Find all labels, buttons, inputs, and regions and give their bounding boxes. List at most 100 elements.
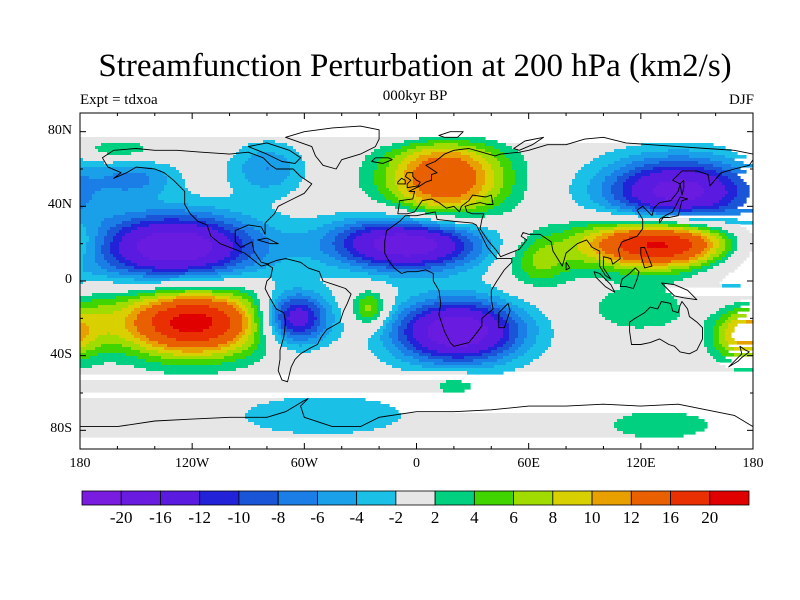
field-cell (218, 335, 237, 339)
field-cell (539, 332, 555, 336)
field-cell (560, 272, 621, 276)
field-cell (488, 329, 504, 333)
field-cell (737, 239, 753, 243)
field-cell (272, 278, 321, 282)
field-cell (149, 224, 198, 228)
field-cell (206, 263, 225, 267)
field-cell (713, 341, 720, 345)
field-cell (80, 338, 84, 342)
field-cell (119, 335, 135, 339)
colorbar-box (395, 490, 436, 506)
coast-japan (659, 196, 689, 224)
field-cell (113, 173, 147, 177)
field-cell (212, 317, 231, 321)
field-cell (137, 242, 213, 246)
coast-sumatra (593, 271, 616, 293)
field-cell (707, 269, 735, 273)
field-cell (428, 308, 447, 312)
field-cell (248, 308, 255, 312)
field-cell (419, 137, 486, 141)
field-cell (485, 170, 495, 174)
field-cell (488, 191, 501, 195)
field-cell (635, 182, 660, 186)
field-cell (668, 155, 690, 159)
field-cell (524, 281, 567, 285)
field-cell (428, 347, 489, 351)
field-cell (212, 290, 240, 294)
field-cell (323, 329, 333, 333)
field-cell (98, 233, 108, 237)
field-cell (614, 149, 669, 153)
field-cell (608, 293, 672, 297)
field-cell (332, 326, 345, 330)
time-label: 000kyr BP (382, 88, 448, 104)
field-cell (527, 179, 573, 183)
field-cell (98, 353, 126, 357)
field-cell (365, 296, 375, 300)
field-cell (371, 305, 378, 309)
field-cell (500, 245, 519, 249)
field-cell (143, 254, 207, 258)
field-cell (731, 320, 747, 324)
field-cell (503, 212, 612, 216)
field-cell (710, 230, 720, 234)
field-cell (317, 305, 324, 309)
field-cell (317, 329, 324, 333)
field-cell (476, 194, 486, 198)
field-cell (320, 302, 330, 306)
field-cell (392, 323, 402, 327)
field-cell (671, 260, 690, 264)
field-cell (263, 257, 288, 261)
field-cell (80, 152, 108, 156)
field-cell (692, 245, 708, 249)
coast-novaya-zemlya (513, 136, 545, 151)
field-cell (395, 176, 405, 180)
field-cell (353, 299, 360, 303)
field-cell (176, 296, 216, 300)
field-cell (716, 248, 726, 252)
field-cell (128, 290, 156, 294)
field-cell (146, 215, 198, 219)
field-cell (356, 236, 381, 240)
field-cell (257, 260, 282, 264)
field-cell (347, 257, 363, 261)
field-cell (95, 257, 105, 261)
field-cell (173, 353, 213, 357)
field-cell (620, 287, 666, 291)
field-cell (242, 248, 255, 252)
field-cell (725, 188, 738, 192)
field-cell (365, 155, 384, 159)
field-cell (653, 167, 705, 171)
field-cell (371, 152, 387, 156)
field-cell (359, 173, 375, 177)
field-cell (371, 278, 483, 282)
field-cell (728, 311, 738, 315)
field-cell (584, 260, 606, 264)
field-cell (326, 308, 333, 312)
field-cell (491, 200, 504, 204)
field-cell (431, 353, 483, 357)
field-cell (311, 308, 321, 312)
field-cell (578, 245, 591, 249)
field-cell (386, 362, 411, 366)
field-cell (431, 311, 483, 315)
field-cell (263, 326, 273, 330)
field-cell (389, 164, 399, 168)
field-cell (332, 221, 357, 225)
field-cell (728, 203, 744, 207)
field-cell (374, 353, 393, 357)
field-cell (422, 197, 471, 201)
field-cell (527, 326, 540, 330)
field-cell (515, 176, 528, 180)
field-cell (413, 176, 477, 180)
field-cell (251, 320, 255, 324)
field-cell (389, 227, 405, 231)
field-cell (623, 248, 690, 252)
field-cell (410, 191, 423, 195)
season-label: DJF (728, 92, 754, 108)
field-cell (140, 221, 207, 225)
field-cell (80, 161, 105, 165)
field-cell (80, 176, 90, 180)
field-cell (431, 218, 690, 222)
coast-australia (629, 301, 703, 355)
